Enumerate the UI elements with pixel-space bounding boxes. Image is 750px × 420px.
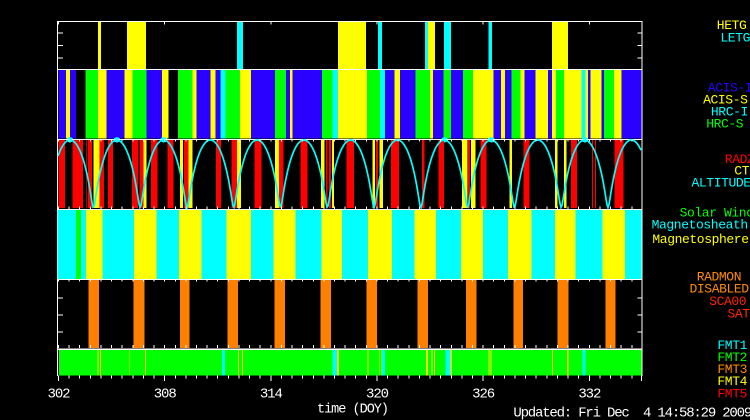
svg-text:FMT2: FMT2	[717, 350, 747, 365]
svg-text:FMT4: FMT4	[717, 374, 747, 389]
svg-text:CTI: CTI	[734, 164, 750, 179]
svg-text:SAT: SAT	[728, 307, 750, 322]
svg-text:FMT5: FMT5	[717, 386, 747, 401]
svg-text:332: 332	[578, 387, 601, 403]
svg-text:Magnetosphere: Magnetosphere	[652, 232, 748, 247]
svg-text:Updated: Fri Dec 4 14:58:29 2: Updated: Fri Dec 4 14:58:29 2009	[513, 406, 750, 420]
svg-text:HRC-S: HRC-S	[706, 117, 744, 132]
svg-text:Solar Wind: Solar Wind	[680, 206, 750, 221]
svg-text:320: 320	[366, 387, 389, 403]
svg-text:326: 326	[472, 387, 495, 403]
svg-text:HETG: HETG	[717, 18, 747, 33]
svg-text:time (DOY): time (DOY)	[317, 402, 388, 417]
svg-text:ACIS-I: ACIS-I	[708, 81, 750, 96]
svg-text:HRC-I: HRC-I	[711, 105, 748, 120]
svg-text:FMT1: FMT1	[717, 338, 747, 353]
svg-text:DISABLED: DISABLED	[690, 282, 750, 297]
svg-text:Magnetosheath: Magnetosheath	[652, 218, 748, 233]
svg-text:RADMON: RADMON	[697, 270, 741, 285]
svg-text:302: 302	[48, 387, 71, 403]
svg-text:ACIS-S: ACIS-S	[703, 93, 748, 108]
svg-text:FMT3: FMT3	[717, 362, 747, 377]
svg-text:314: 314	[260, 387, 283, 403]
svg-text:LETG: LETG	[720, 31, 750, 46]
svg-text:308: 308	[154, 387, 177, 403]
svg-text:RADZONE: RADZONE	[725, 152, 750, 167]
svg-text:ALTITUDE: ALTITUDE	[692, 176, 750, 191]
svg-text:SCA00: SCA00	[709, 294, 746, 309]
